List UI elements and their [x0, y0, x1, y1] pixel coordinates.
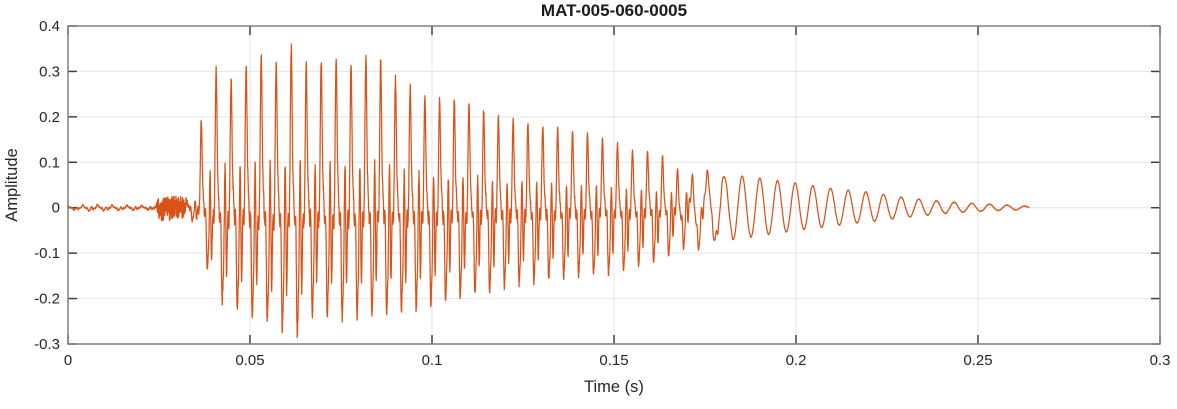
y-tick-label: -0.2 [34, 291, 60, 308]
chart-title: MAT-005-060-0005 [541, 1, 687, 20]
y-tick-label: 0.2 [39, 109, 60, 126]
y-axis-label: Amplitude [3, 148, 21, 221]
plot-border [67, 25, 1161, 345]
y-tick-label: 0.3 [39, 63, 60, 80]
x-tick-label: 0.25 [963, 352, 992, 369]
x-axis-label: Time (s) [584, 378, 644, 396]
x-tick-label: 0.3 [1150, 352, 1171, 369]
y-tick-label: 0 [52, 200, 60, 217]
x-tick-label: 0.05 [235, 352, 264, 369]
x-tick-label: 0.1 [422, 352, 443, 369]
x-tick-label: 0.15 [599, 352, 628, 369]
y-tick-label: 0.4 [39, 18, 60, 35]
y-tick-label: -0.3 [34, 336, 60, 353]
y-tick-labels: -0.3 -0.2 -0.1 0 0.1 0.2 0.3 0.4 [34, 18, 60, 353]
waveform-path [67, 43, 1030, 339]
x-tick-label: 0.2 [786, 352, 807, 369]
y-tick-label: 0.1 [39, 154, 60, 171]
grid-lines [67, 25, 1161, 345]
x-tick-labels: 0 0.05 0.1 0.15 0.2 0.25 0.3 [64, 352, 1171, 369]
x-tick-label: 0 [64, 352, 72, 369]
y-tick-label: -0.1 [34, 245, 60, 262]
